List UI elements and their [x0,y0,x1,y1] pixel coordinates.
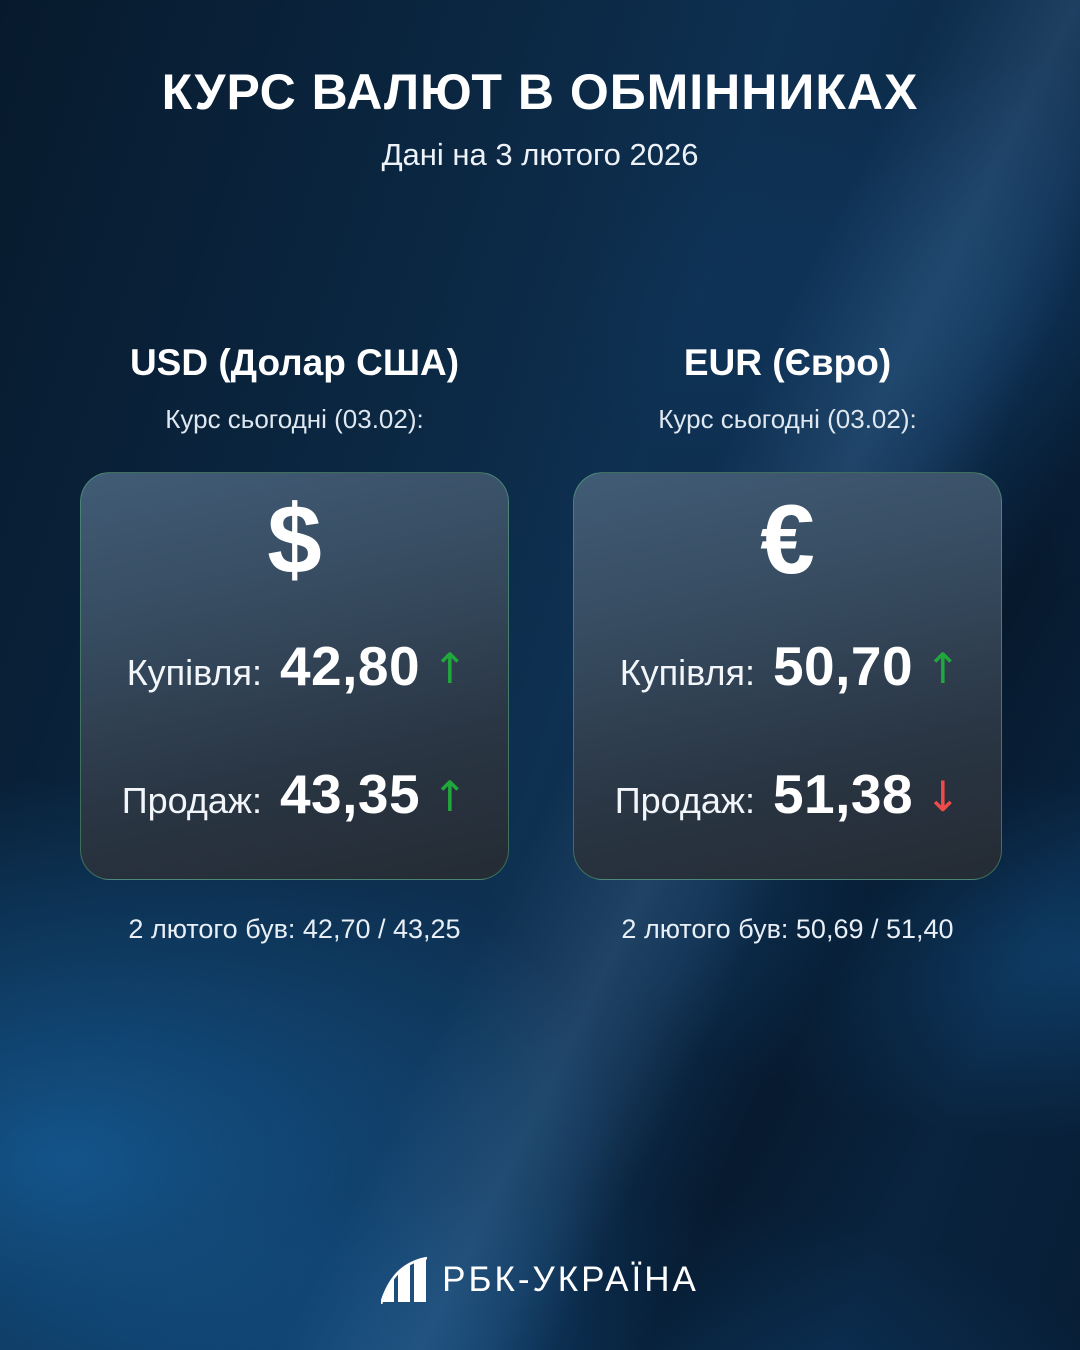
rates-grid: USD (Долар США) Курс сьогодні (03.02): $… [0,341,1080,946]
rbc-logo-icon [381,1256,428,1304]
currency-column-eur: EUR (Євро) Курс сьогодні (03.02): € Купі… [573,341,1002,946]
rate-rows-eur: Купівля: 50,70 ↑ Продаж: 51,38 ↓ [615,634,961,826]
sell-trend-icon-eur: ↓ [925,771,961,821]
sell-value-usd: 43,35 [279,762,421,825]
currency-title-eur: EUR (Євро) [683,341,892,383]
buy-rate-eur: 50,70 ↑ [773,634,960,698]
previous-rates-eur: 2 лютого був: 50,69 / 51,40 [621,914,954,945]
rate-caption-eur: Курс сьогодні (03.02): [658,404,917,435]
sell-value-eur: 51,38 [772,762,914,825]
rate-caption-usd: Курс сьогодні (03.02): [165,404,424,435]
euro-sign-icon: € [760,484,815,595]
sell-label: Продаж: [614,779,755,821]
rate-rows-usd: Купівля: 42,80 ↑ Продаж: 43,35 ↑ [122,634,468,826]
sell-label: Продаж: [121,779,262,821]
buy-value-usd: 42,80 [279,634,421,697]
rate-card-usd: $ Купівля: 42,80 ↑ Продаж: 43,35 ↑ [80,472,509,881]
sell-rate-usd: 43,35 ↑ [280,762,467,826]
buy-trend-icon-usd: ↑ [432,643,468,693]
buy-trend-icon-eur: ↑ [925,643,961,693]
buy-rate-usd: 42,80 ↑ [280,634,467,698]
page-subtitle: Дані на 3 лютого 2026 [381,136,699,172]
page-title: КУРС ВАЛЮТ В ОБМІННИКАХ [161,64,919,120]
rate-card-eur: € Купівля: 50,70 ↑ Продаж: 51,38 ↓ [573,472,1002,881]
sell-trend-icon-usd: ↑ [432,771,468,821]
brand-name: РБК-УКРАЇНА [442,1260,699,1299]
currency-title-usd: USD (Долар США) [129,341,460,383]
currency-column-usd: USD (Долар США) Курс сьогодні (03.02): $… [80,341,509,946]
buy-value-eur: 50,70 [772,634,914,697]
previous-rates-usd: 2 лютого був: 42,70 / 43,25 [128,914,461,945]
brand-footer: РБК-УКРАЇНА [0,1256,1080,1304]
sell-rate-eur: 51,38 ↓ [773,762,960,826]
dollar-sign-icon: $ [267,484,322,595]
buy-label: Купівля: [619,651,755,693]
header: КУРС ВАЛЮТ В ОБМІННИКАХ Дані на 3 лютого… [0,0,1080,173]
buy-label: Купівля: [126,651,262,693]
